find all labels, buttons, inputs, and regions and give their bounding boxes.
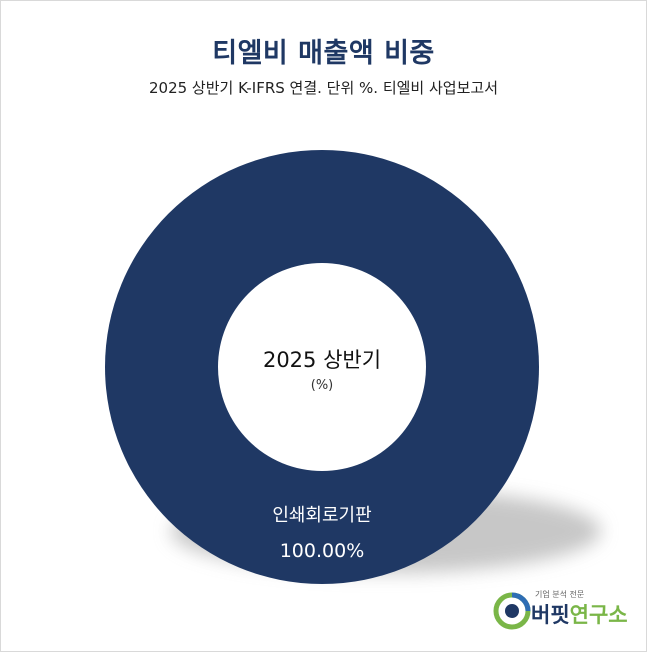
brand-name-part1: 버핏	[531, 603, 570, 627]
brand-name: 버핏연구소	[531, 599, 628, 629]
donut-hole	[218, 263, 426, 471]
chart-subtitle: 2025 상반기 K-IFRS 연결. 단위 %. 티엘비 사업보고서	[148, 79, 498, 97]
brand-logo-icon	[493, 592, 531, 630]
brand-name-part2: 연구소	[569, 603, 628, 627]
brand-logo: 기업 분석 전문 버핏연구소	[493, 589, 641, 633]
center-unit: (%)	[311, 378, 334, 393]
chart-title: 티엘비 매출액 비중	[212, 38, 435, 69]
brand-tagline: 기업 분석 전문	[535, 590, 585, 599]
slice-value-label: 100.00%	[280, 540, 365, 562]
slice-label: 인쇄회로기판	[272, 505, 371, 526]
center-label: 2025 상반기	[263, 348, 381, 372]
